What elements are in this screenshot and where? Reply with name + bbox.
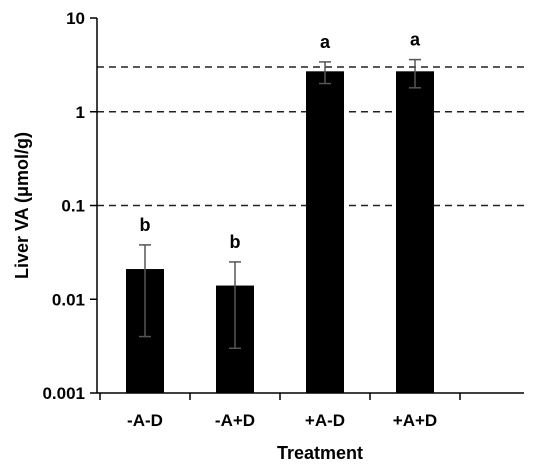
x-tick-label: -A-D [127,411,163,430]
bar [306,71,344,394]
y-ticks: 0.001 0.01 0.1 1 10 [42,9,97,403]
significance-label: b [140,215,151,235]
significance-label: b [230,232,241,252]
significance-label: a [410,30,421,50]
x-tick-label: -A+D [215,411,255,430]
bar [396,71,434,394]
y-tick-label: 0.1 [61,197,85,216]
y-tick-label: 0.001 [42,384,85,403]
error-bars [139,58,421,350]
y-tick-label: 0.01 [52,290,85,309]
significance-labels: b b a a [140,30,421,252]
x-tick-label: +A-D [305,411,345,430]
y-tick-label: 1 [76,103,85,122]
y-axis-title: Liver VA (μmol/g) [12,132,32,279]
x-tick-labels: -A-D -A+D +A-D +A+D [127,411,437,430]
x-axis-title: Treatment [277,443,363,463]
significance-label: a [320,32,331,52]
bars [126,71,434,394]
y-tick-label: 10 [66,9,85,28]
x-tick-label: +A+D [393,411,437,430]
